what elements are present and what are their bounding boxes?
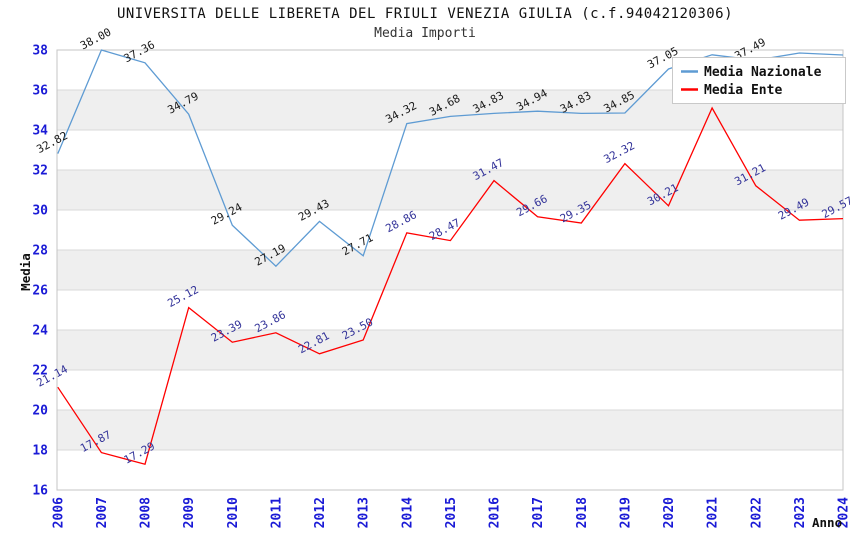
y-tick-label: 22 [32,364,48,379]
band [57,330,843,370]
band-layer [57,90,843,450]
y-tick-label: 26 [32,284,48,299]
chart-title: UNIVERSITA DELLE LIBERETA DEL FRIULI VEN… [116,6,734,22]
band [57,170,843,210]
x-tick-label: 2009 [182,497,197,528]
series-line-media-ente [57,106,844,465]
y-tick-label: 36 [32,84,48,99]
series-layer [57,49,844,465]
legend-label-media-nazionale: Media Nazionale [704,65,822,80]
y-tick-label: 28 [32,244,48,259]
legend-box [672,57,846,104]
data-label: 38.00 [78,25,113,52]
y-tick-label: 16 [32,484,48,499]
x-tick-label: 2014 [400,497,415,528]
y-axis-ticks: 16 18 20 22 24 26 28 30 32 34 36 38 [32,44,48,499]
series-line-media-nazionale [57,49,844,268]
x-axis-title: Anno [812,515,842,530]
y-tick-label: 20 [32,404,48,419]
x-axis-ticks: 2006 2007 2008 2009 2010 2011 2012 2013 2014 2015… [51,497,850,528]
legend: Media Nazionale Media Ente [672,57,846,104]
x-tick-label: 2019 [618,497,633,528]
x-tick-label: 2011 [269,497,284,528]
gridline-layer [56,49,844,491]
x-tick-label: 2022 [749,497,764,528]
x-tick-label: 2008 [139,497,154,528]
plot-border [56,49,844,491]
y-tick-label: 34 [32,124,48,139]
x-tick-label: 2020 [662,497,677,528]
x-tick-label: 2006 [51,497,66,528]
y-tick-label: 38 [32,44,48,59]
y-tick-label: 30 [32,204,48,219]
band [57,250,843,290]
data-label: 28.86 [383,208,418,235]
x-tick-label: 2024 [837,497,850,528]
x-tick-label: 2010 [226,497,241,528]
x-tick-label: 2007 [95,497,110,528]
y-tick-label: 18 [32,444,48,459]
x-tick-label: 2017 [531,497,546,528]
legend-label-media-ente: Media Ente [704,83,782,98]
x-tick-label: 2012 [313,497,328,528]
x-tick-label: 2021 [706,497,721,528]
y-tick-label: 24 [32,324,48,339]
y-tick-label: 32 [32,164,48,179]
x-tick-label: 2015 [444,497,459,528]
band [57,410,843,450]
x-tick-label: 2016 [488,497,503,528]
x-tick-label: 2018 [575,497,590,528]
x-tick-label: 2013 [357,497,372,528]
y-axis-title: Media [18,253,33,291]
chart-subtitle: Media Importi [374,26,476,41]
x-tick-label: 2023 [793,497,808,528]
data-label: 32.32 [602,139,637,166]
